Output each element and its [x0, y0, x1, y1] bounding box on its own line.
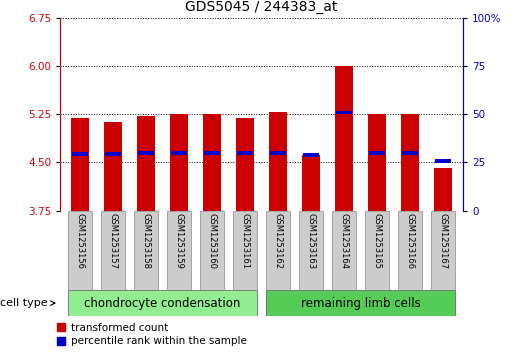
Bar	[170, 114, 188, 211]
Bar	[105, 152, 121, 156]
Bar	[236, 118, 254, 211]
Bar	[270, 151, 286, 155]
Text: GSM1253162: GSM1253162	[274, 213, 282, 269]
Bar	[431, 211, 455, 290]
Legend: transformed count, percentile rank within the sample: transformed count, percentile rank withi…	[55, 321, 248, 348]
Text: GSM1253161: GSM1253161	[241, 213, 249, 269]
Bar	[303, 153, 319, 156]
Bar	[167, 211, 191, 290]
Text: GSM1253164: GSM1253164	[339, 213, 348, 269]
Bar	[299, 211, 323, 290]
Bar	[401, 114, 419, 211]
Bar	[434, 168, 452, 211]
Bar	[269, 113, 287, 211]
Bar	[71, 118, 89, 211]
Text: chondrocyte condensation: chondrocyte condensation	[84, 297, 241, 310]
Bar	[369, 151, 385, 155]
Bar	[399, 211, 422, 290]
Title: GDS5045 / 244383_at: GDS5045 / 244383_at	[185, 0, 338, 15]
Bar	[233, 211, 257, 290]
Bar	[266, 290, 455, 316]
Bar	[200, 211, 224, 290]
Bar	[368, 114, 386, 211]
Bar	[402, 151, 418, 155]
Text: GSM1253167: GSM1253167	[439, 213, 448, 269]
Bar	[138, 151, 154, 155]
Bar	[204, 151, 220, 155]
Text: GSM1253166: GSM1253166	[405, 213, 415, 269]
Text: cell type: cell type	[0, 298, 55, 308]
Bar	[365, 211, 389, 290]
Bar	[435, 159, 451, 163]
Bar	[237, 151, 253, 155]
Text: GSM1253157: GSM1253157	[108, 213, 118, 269]
Text: GSM1253158: GSM1253158	[141, 213, 151, 269]
Bar	[335, 66, 353, 211]
Bar	[302, 155, 320, 211]
Bar	[68, 290, 257, 316]
Bar	[203, 114, 221, 211]
Bar	[137, 116, 155, 211]
Text: GSM1253156: GSM1253156	[75, 213, 84, 269]
Bar	[336, 111, 352, 114]
Text: GSM1253159: GSM1253159	[175, 213, 184, 269]
Text: GSM1253163: GSM1253163	[306, 213, 315, 269]
Bar	[101, 211, 124, 290]
Text: GSM1253160: GSM1253160	[208, 213, 217, 269]
Text: remaining limb cells: remaining limb cells	[301, 297, 420, 310]
Bar	[104, 122, 122, 211]
Bar	[134, 211, 158, 290]
Bar	[332, 211, 356, 290]
Text: GSM1253165: GSM1253165	[372, 213, 382, 269]
Bar	[68, 211, 92, 290]
Bar	[266, 211, 290, 290]
Bar	[72, 152, 88, 156]
Bar	[171, 151, 187, 155]
